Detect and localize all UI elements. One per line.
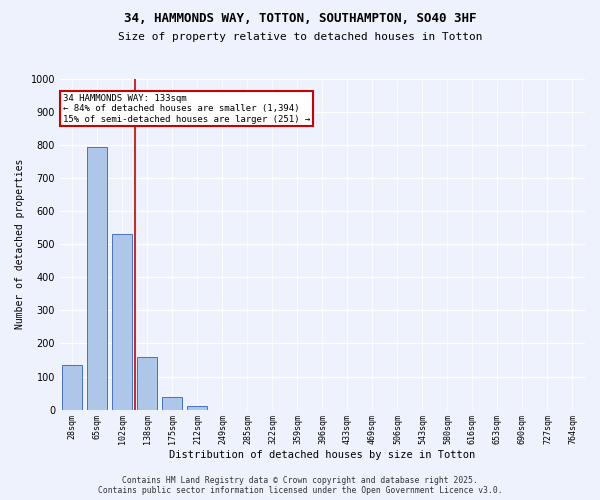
- Bar: [137, 356, 157, 410]
- Bar: [62, 365, 82, 410]
- Bar: [187, 406, 208, 409]
- Text: Contains HM Land Registry data © Crown copyright and database right 2025.
Contai: Contains HM Land Registry data © Crown c…: [98, 476, 502, 495]
- Bar: [88, 147, 107, 409]
- Text: 34, HAMMONDS WAY, TOTTON, SOUTHAMPTON, SO40 3HF: 34, HAMMONDS WAY, TOTTON, SOUTHAMPTON, S…: [124, 12, 476, 26]
- Text: Size of property relative to detached houses in Totton: Size of property relative to detached ho…: [118, 32, 482, 42]
- Bar: [112, 234, 133, 410]
- Bar: [163, 397, 182, 409]
- Text: 34 HAMMONDS WAY: 133sqm
← 84% of detached houses are smaller (1,394)
15% of semi: 34 HAMMONDS WAY: 133sqm ← 84% of detache…: [62, 94, 310, 124]
- X-axis label: Distribution of detached houses by size in Totton: Distribution of detached houses by size …: [169, 450, 476, 460]
- Y-axis label: Number of detached properties: Number of detached properties: [15, 159, 25, 330]
